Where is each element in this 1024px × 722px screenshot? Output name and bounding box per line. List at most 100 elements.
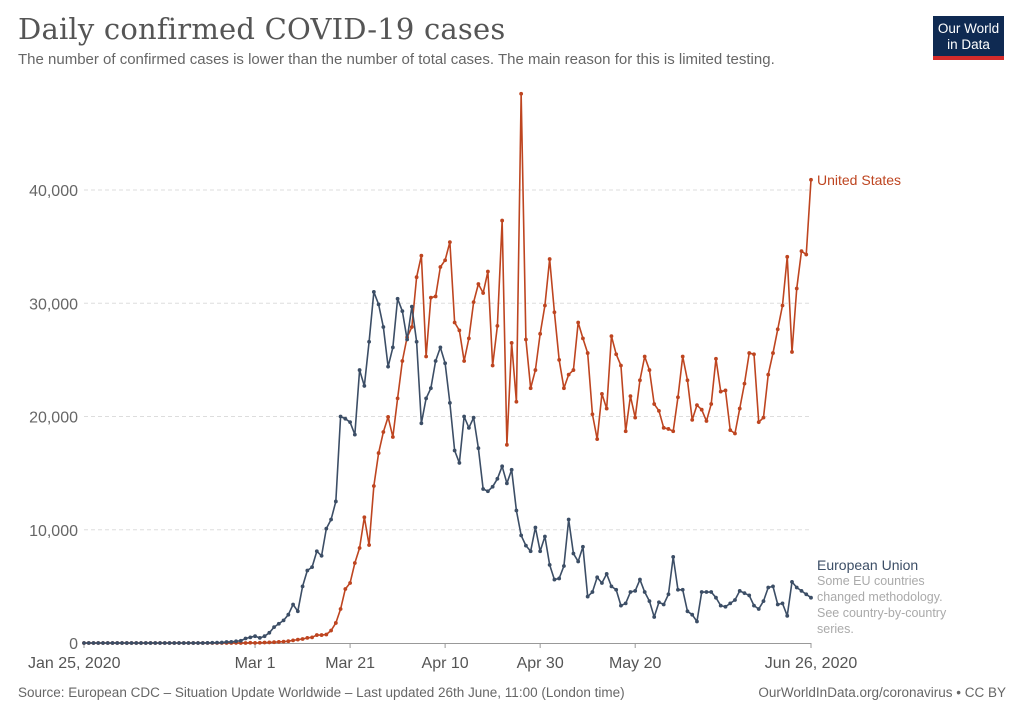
data-point — [756, 607, 761, 611]
data-point — [310, 565, 314, 570]
data-point — [723, 388, 728, 393]
data-point — [224, 640, 229, 644]
data-point — [181, 641, 186, 645]
data-point — [571, 368, 576, 372]
data-point — [794, 286, 799, 291]
data-point — [105, 641, 110, 645]
data-point — [500, 464, 505, 469]
data-point — [628, 590, 633, 594]
data-point — [619, 363, 623, 368]
data-point — [585, 594, 590, 599]
data-point — [485, 489, 490, 494]
data-point — [780, 303, 785, 308]
data-point — [319, 633, 324, 637]
data-point — [528, 386, 533, 391]
data-point — [324, 526, 329, 531]
data-point — [462, 414, 467, 419]
data-point — [690, 417, 695, 422]
data-point — [481, 487, 486, 491]
data-point — [390, 435, 395, 439]
data-point — [243, 636, 248, 641]
data-point — [400, 359, 405, 363]
data-point — [714, 356, 718, 361]
x-tick-label: Jun 26, 2020 — [765, 655, 858, 672]
data-point — [590, 412, 595, 417]
data-point — [91, 641, 96, 645]
y-tick-label: 30,000 — [29, 296, 78, 313]
data-point — [300, 584, 305, 589]
credit-link[interactable]: OurWorldInData.org/coronavirus • CC BY — [758, 685, 1006, 700]
data-point — [576, 559, 581, 564]
data-point — [642, 354, 647, 359]
data-point — [552, 310, 557, 315]
data-point — [775, 602, 780, 607]
data-point — [562, 564, 566, 568]
data-point — [695, 403, 699, 408]
data-point — [452, 320, 457, 325]
data-point — [471, 415, 476, 420]
data-point — [124, 641, 129, 645]
data-point — [647, 599, 652, 603]
data-point — [766, 372, 771, 377]
data-point — [699, 407, 704, 412]
owid-logo[interactable]: Our World in Data — [933, 16, 1004, 60]
data-point — [476, 446, 481, 451]
data-point — [623, 601, 628, 606]
data-point — [709, 590, 714, 594]
data-point — [338, 607, 343, 611]
data-point — [120, 641, 124, 645]
data-point — [504, 442, 509, 447]
data-point — [438, 345, 443, 350]
data-point — [96, 641, 101, 645]
data-point — [134, 641, 139, 645]
data-point — [409, 304, 414, 309]
data-point — [661, 425, 666, 430]
data-point — [543, 534, 547, 539]
data-point — [314, 633, 319, 637]
data-point — [519, 533, 524, 538]
x-tick-label: Apr 10 — [422, 655, 469, 672]
data-point — [657, 600, 661, 605]
data-point — [462, 359, 467, 363]
data-point — [257, 636, 262, 640]
data-point — [281, 639, 286, 644]
chart-subtitle: The number of confirmed cases is lower t… — [18, 51, 775, 68]
data-point — [215, 640, 219, 645]
data-point — [357, 368, 362, 372]
data-point — [538, 331, 543, 336]
data-point — [343, 416, 348, 421]
data-point — [424, 396, 429, 401]
data-point — [747, 593, 752, 598]
data-point — [229, 639, 234, 644]
data-point — [352, 561, 357, 565]
data-point — [248, 640, 253, 645]
data-point — [243, 641, 248, 645]
data-point — [424, 354, 429, 359]
data-point — [695, 619, 699, 624]
data-point — [676, 587, 680, 592]
data-point — [504, 481, 509, 486]
data-point — [509, 467, 514, 472]
data-point — [148, 641, 153, 645]
data-point — [780, 601, 785, 606]
data-point — [804, 252, 809, 257]
data-point — [609, 334, 614, 338]
data-point — [419, 421, 424, 426]
eu-methodology-note: See country-by-country — [817, 606, 947, 620]
series-united-states — [82, 91, 813, 645]
data-point — [552, 577, 557, 582]
data-point — [709, 402, 714, 406]
data-point — [543, 303, 547, 308]
y-axis: 0 10,000 20,000 30,000 40,000 — [29, 183, 78, 653]
data-point — [752, 352, 756, 357]
data-point — [443, 361, 448, 366]
data-point — [638, 378, 642, 383]
data-point — [737, 589, 742, 593]
data-point — [428, 386, 433, 391]
data-point — [153, 641, 158, 645]
data-point — [771, 584, 775, 589]
data-point — [305, 636, 310, 640]
data-point — [253, 640, 257, 645]
data-point — [495, 476, 500, 481]
